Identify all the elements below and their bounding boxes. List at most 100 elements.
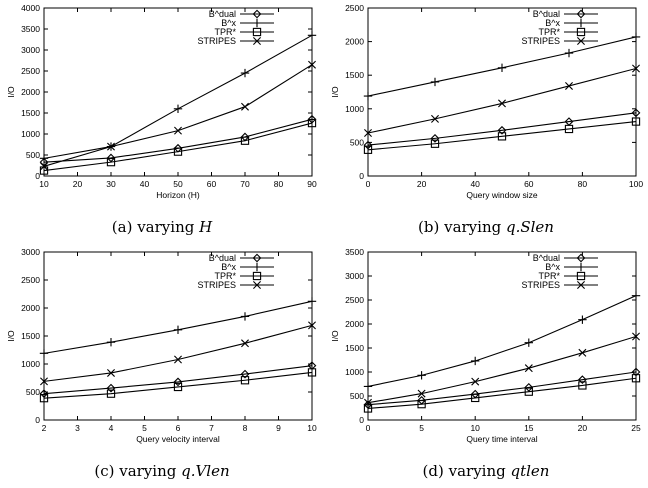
chart-svg: 0 500 1000 1500 2000 2500 3000 3500 4000 10 20 30 40… [6, 3, 317, 200]
x-tick-label: 9 [276, 423, 281, 433]
y-tick-label: 0 [359, 415, 364, 425]
caption-prefix: (b) varying [418, 218, 506, 236]
data-point [307, 114, 317, 124]
data-point [497, 63, 507, 73]
data-point [241, 339, 249, 348]
legend-marker [576, 27, 586, 37]
legend-marker [252, 18, 262, 28]
data-point [524, 338, 533, 347]
chart-panel-d: 0 500 1000 1500 2000 2500 3000 3500 0 5 10 15 20 25 Qu… [324, 244, 648, 488]
data-point [498, 99, 506, 108]
data-point [578, 381, 587, 390]
data-point [307, 118, 317, 128]
data-point [364, 129, 372, 137]
y-tick-label: 1500 [21, 108, 40, 118]
data-point [430, 139, 440, 148]
legend-marker [576, 18, 586, 28]
series-line [43, 365, 313, 395]
legend-label: B^dual [209, 9, 236, 19]
y-tick-label: 3500 [345, 247, 364, 257]
legend-marker [253, 281, 261, 289]
y-tick-label: 0 [35, 415, 40, 425]
data-point [631, 32, 641, 42]
legend-marker [253, 37, 261, 45]
data-point [240, 68, 250, 78]
data-point [497, 125, 507, 135]
series-line [367, 295, 637, 387]
data-point [107, 142, 115, 151]
y-tick-label: 2500 [345, 295, 364, 305]
y-tick-label: 1000 [21, 359, 40, 369]
y-tick-label: 3000 [21, 247, 40, 257]
series-line [43, 34, 313, 159]
y-axis-label: I/O [6, 330, 16, 342]
legend-label: STRIPES [197, 280, 236, 290]
data-point [106, 157, 116, 167]
y-tick-label: 1000 [345, 104, 364, 114]
caption: (b) varying q.Slen [324, 218, 648, 236]
y-tick-label: 2500 [345, 3, 364, 13]
x-tick-label: 3 [75, 423, 80, 433]
data-point [631, 291, 641, 300]
legend-label: B^x [545, 262, 560, 272]
data-point [39, 389, 49, 399]
legend-label: TPR* [538, 27, 560, 37]
y-tick-label: 2000 [21, 303, 40, 313]
x-tick-label: 60 [207, 179, 217, 189]
data-point [363, 145, 373, 154]
series-line [367, 371, 637, 406]
data-point [632, 332, 640, 341]
x-tick-label: 80 [274, 179, 284, 189]
data-point [308, 60, 316, 69]
data-point [430, 133, 440, 143]
data-point [564, 124, 574, 134]
y-tick-label: 4000 [21, 3, 40, 13]
data-point [578, 315, 587, 324]
legend-label: TPR* [538, 271, 560, 281]
x-tick-label: 80 [578, 179, 588, 189]
legend-marker [252, 27, 262, 37]
data-point [364, 398, 372, 407]
x-axis-label: Horizon (H) [156, 190, 200, 200]
y-tick-label: 0 [35, 171, 40, 181]
y-tick-label: 500 [26, 387, 40, 397]
series-line [43, 371, 313, 399]
x-tick-label: 90 [307, 179, 317, 189]
y-tick-label: 3500 [21, 24, 40, 34]
caption-prefix: (d) varying [422, 462, 511, 480]
series-line [367, 335, 637, 404]
x-tick-label: 0 [366, 179, 371, 189]
chart-svg: 0 500 1000 1500 2000 2500 0 20 40 60 80 100 Query wi… [330, 3, 643, 200]
x-axis-label: Query time interval [466, 434, 537, 444]
series-line [367, 121, 637, 151]
data-point [307, 31, 317, 40]
x-tick-label: 20 [578, 423, 588, 433]
data-point [106, 153, 116, 163]
data-point [174, 355, 182, 364]
data-point [106, 337, 116, 347]
data-point [363, 140, 373, 150]
y-tick-label: 1000 [345, 367, 364, 377]
legend-marker [252, 253, 262, 263]
series-line [367, 112, 637, 146]
x-tick-label: 40 [470, 179, 480, 189]
data-point [307, 368, 317, 377]
caption: (d) varying qtlen [324, 462, 648, 480]
data-point [524, 364, 533, 373]
legend-label: B^dual [533, 9, 560, 19]
data-point [471, 377, 480, 386]
data-point [631, 367, 641, 377]
legend-marker [576, 253, 586, 263]
y-axis-label: I/O [330, 330, 340, 342]
x-tick-label: 5 [142, 423, 147, 433]
series-line [43, 122, 313, 172]
data-point [578, 375, 587, 385]
series-line [367, 377, 637, 410]
x-tick-label: 10 [470, 423, 480, 433]
data-point [417, 400, 426, 409]
data-point [578, 348, 587, 357]
x-tick-label: 25 [631, 423, 641, 433]
x-tick-label: 30 [106, 179, 116, 189]
data-point [39, 394, 49, 403]
caption-prefix: (a) varying [111, 218, 200, 236]
